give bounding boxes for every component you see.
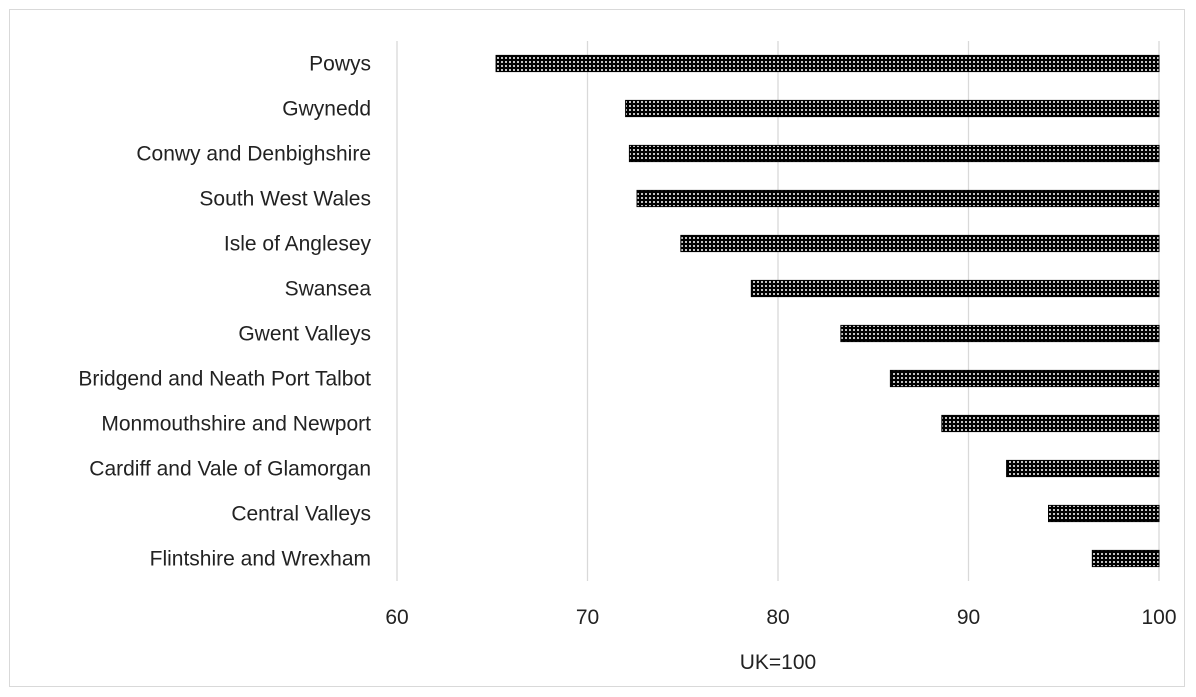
- category-label: Gwent Valleys: [238, 323, 371, 346]
- bar: [1091, 549, 1160, 568]
- bar: [636, 189, 1160, 208]
- category-label: Flintshire and Wrexham: [150, 548, 371, 571]
- category-label: South West Wales: [199, 188, 371, 211]
- bar: [840, 324, 1160, 343]
- bar: [625, 99, 1160, 118]
- bars: [495, 54, 1160, 568]
- x-tick-labels: 60 70 80 90 100: [385, 606, 1176, 629]
- category-label: Cardiff and Vale of Glamorgan: [89, 458, 371, 481]
- x-axis-title: UK=100: [740, 651, 816, 674]
- category-label: Bridgend and Neath Port Talbot: [78, 368, 371, 391]
- category-label: Conwy and Denbighshire: [136, 143, 371, 166]
- bar: [680, 234, 1160, 253]
- category-labels: Powys Gwynedd Conwy and Denbighshire South …: [78, 53, 371, 571]
- x-tick-label: 60: [385, 606, 408, 629]
- x-tick-label: 100: [1141, 606, 1176, 629]
- x-tick-label: 80: [766, 606, 789, 629]
- x-tick-label: 90: [957, 606, 980, 629]
- category-label: Isle of Anglesey: [224, 233, 372, 256]
- bar: [628, 144, 1160, 163]
- bar: [750, 279, 1160, 298]
- chart-frame: [9, 9, 1185, 687]
- category-label: Gwynedd: [282, 98, 371, 121]
- gridlines: [396, 41, 1160, 581]
- category-label: Powys: [309, 53, 371, 76]
- bar: [889, 369, 1160, 388]
- category-label: Swansea: [285, 278, 372, 301]
- bar: [1048, 504, 1160, 523]
- category-label: Monmouthshire and Newport: [101, 413, 371, 436]
- bar: [1006, 459, 1160, 478]
- x-tick-label: 70: [576, 606, 599, 629]
- bar: [941, 414, 1160, 433]
- bar: [495, 54, 1160, 73]
- category-label: Central Valleys: [231, 503, 371, 526]
